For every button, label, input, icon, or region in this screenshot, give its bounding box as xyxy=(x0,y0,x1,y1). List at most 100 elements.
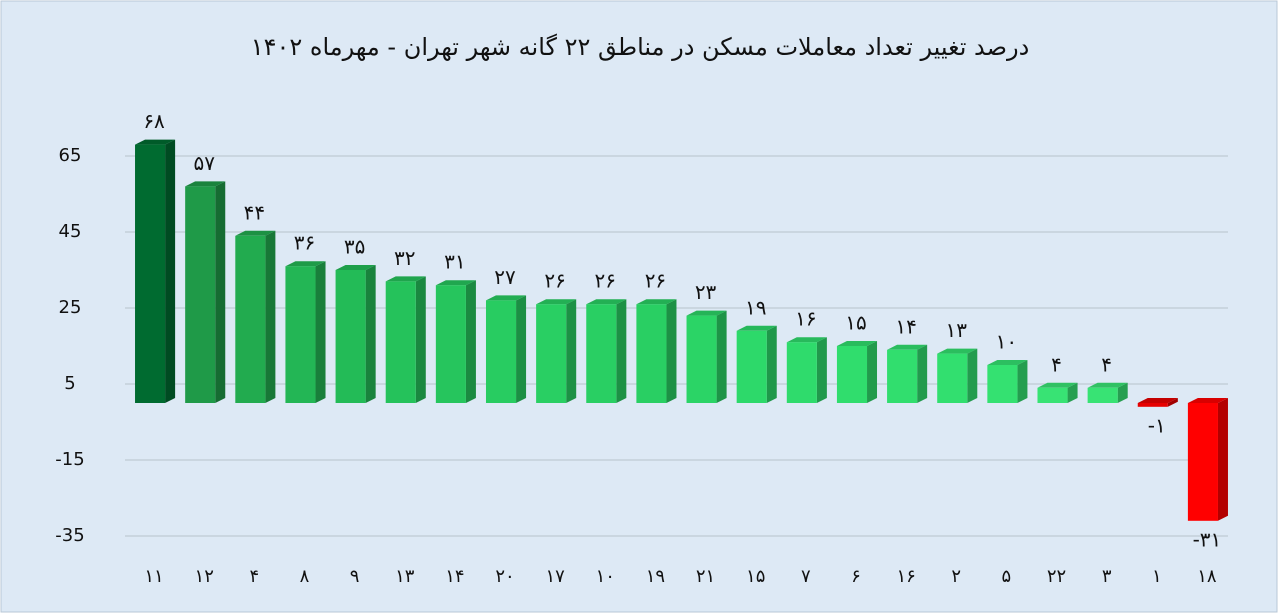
data-label: ۱۶ xyxy=(795,307,816,331)
x-tick-label: ۴ xyxy=(250,566,260,587)
bar-side xyxy=(917,344,928,403)
data-label: ۱۹ xyxy=(745,295,766,319)
data-label: ۳۱ xyxy=(444,250,465,274)
x-tick-label: ۱۹ xyxy=(646,566,665,587)
bar xyxy=(1037,387,1068,403)
bar xyxy=(987,365,1018,403)
bar xyxy=(435,285,466,403)
bar-side xyxy=(716,310,727,403)
bar-top xyxy=(185,181,226,187)
bar-top xyxy=(736,325,777,331)
bar-side xyxy=(165,139,176,403)
x-tick-label: ۲ xyxy=(951,566,961,587)
y-tick-label: 65 xyxy=(59,145,82,166)
bar xyxy=(185,186,216,403)
bar-side xyxy=(616,299,627,403)
bar-top xyxy=(1187,398,1228,403)
bar-side xyxy=(315,261,326,403)
data-label: ۱۰ xyxy=(996,330,1017,354)
bar-top xyxy=(786,337,827,343)
x-tick-label: ۲۱ xyxy=(696,566,715,587)
data-label: ۳۲ xyxy=(394,246,415,270)
bar xyxy=(836,346,868,403)
x-tick-label: ۵ xyxy=(1002,566,1012,587)
chart-title: درصد تغییر تعداد معاملات مسکن در مناطق ۲… xyxy=(251,33,1030,61)
bar-top xyxy=(987,360,1028,365)
bar xyxy=(1087,387,1118,403)
bar xyxy=(736,330,767,403)
x-tick-label: ۹ xyxy=(350,566,360,587)
bar-top xyxy=(485,295,527,301)
data-label: ۴۴ xyxy=(244,200,265,224)
bar-side xyxy=(516,295,527,403)
bar-side xyxy=(867,341,878,403)
bar-top xyxy=(586,299,627,305)
x-tick-label: ۲۰ xyxy=(495,566,514,587)
bar xyxy=(485,300,517,403)
x-tick-label: ۷ xyxy=(801,566,811,587)
bar xyxy=(1137,403,1168,407)
data-label: ۲۶ xyxy=(544,269,565,293)
bar-side xyxy=(365,265,376,403)
bar-side xyxy=(566,299,577,403)
x-tick-label: ۱۷ xyxy=(545,566,565,587)
bar xyxy=(385,281,416,403)
bar xyxy=(235,235,266,403)
data-label: ۲۷ xyxy=(494,265,516,289)
bar-side xyxy=(1017,360,1028,403)
y-tick-label: -35 xyxy=(55,525,84,546)
bar-side xyxy=(666,299,677,403)
bar xyxy=(1187,403,1218,521)
data-label: ۱۴ xyxy=(895,314,916,338)
x-tick-label: ۱۰ xyxy=(596,566,615,587)
bar xyxy=(536,304,567,403)
bar-side xyxy=(265,230,276,403)
bar-side xyxy=(1117,382,1128,403)
data-label: ۱۳ xyxy=(946,318,968,342)
x-tick-label: ۱۳ xyxy=(395,566,415,587)
x-tick-label: ۱۵ xyxy=(746,566,765,587)
data-label: -۳۱ xyxy=(1193,527,1222,551)
bar-top xyxy=(636,299,677,305)
bar xyxy=(335,270,366,403)
data-label: ۲۶ xyxy=(645,269,666,293)
y-tick-label: 45 xyxy=(59,221,82,242)
x-tick-label: ۸ xyxy=(300,566,310,587)
bar xyxy=(636,304,667,403)
bar-top xyxy=(937,348,978,354)
data-label: ۲۶ xyxy=(595,269,616,293)
bar-top xyxy=(135,139,176,145)
bar xyxy=(786,342,817,403)
bar-side xyxy=(816,337,827,403)
bar xyxy=(285,266,316,403)
x-tick-label: ۱۸ xyxy=(1197,566,1217,587)
x-tick-label: ۱ xyxy=(1152,566,1162,587)
bar xyxy=(686,315,717,403)
bar-side xyxy=(1217,398,1228,521)
bar-top xyxy=(385,276,426,282)
x-tick-label: ۲۲ xyxy=(1047,566,1066,587)
data-label: ۶۸ xyxy=(143,109,165,133)
x-tick-label: ۱۱ xyxy=(144,566,163,587)
bar-top xyxy=(536,299,577,305)
bar-side xyxy=(415,276,426,403)
x-tick-label: ۱۴ xyxy=(445,566,464,587)
bar-side xyxy=(1067,382,1078,403)
data-label: ۴ xyxy=(1051,352,1062,376)
bar-top xyxy=(887,344,928,350)
data-label: -۱ xyxy=(1148,413,1166,437)
bar-top xyxy=(836,341,878,346)
bar-side xyxy=(1167,398,1178,407)
x-tick-label: ۱۶ xyxy=(896,566,915,587)
y-tick-label: 25 xyxy=(59,297,82,318)
bar-top xyxy=(1137,398,1178,403)
x-tick-label: ۱۲ xyxy=(195,566,214,587)
y-tick-label: 5 xyxy=(64,373,75,394)
bar-side xyxy=(215,181,226,403)
data-label: ۵۷ xyxy=(193,151,215,175)
bar-top xyxy=(235,230,276,236)
bar-side xyxy=(465,280,476,403)
bar xyxy=(135,144,166,403)
bar xyxy=(937,353,968,403)
